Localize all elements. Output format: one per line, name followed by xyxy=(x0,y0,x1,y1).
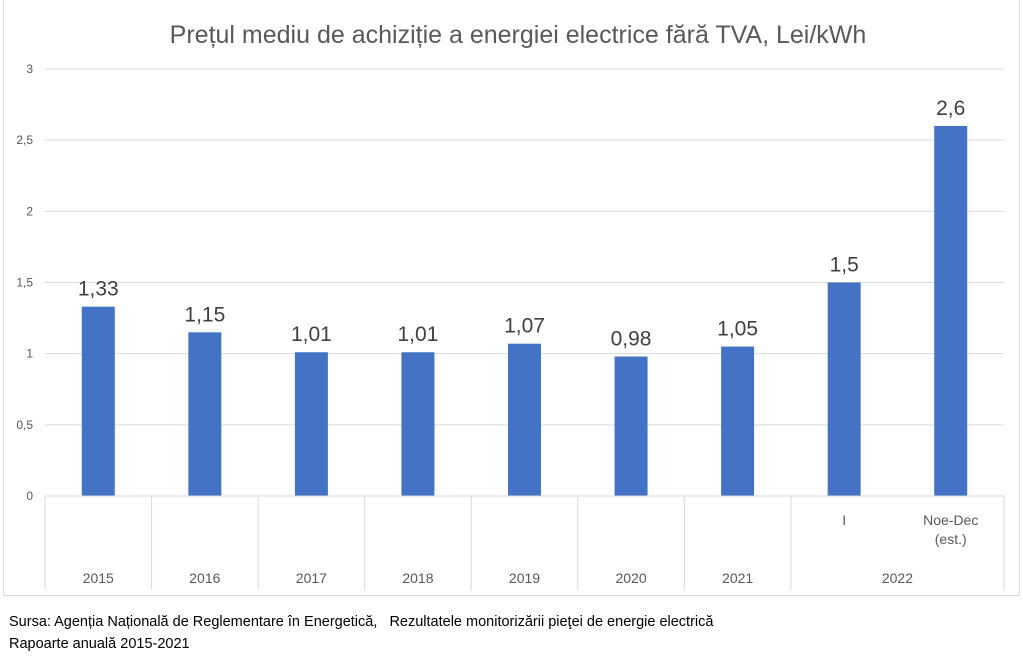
data-label: 1,05 xyxy=(717,318,758,341)
bar xyxy=(294,352,328,496)
y-tick-label: 1 xyxy=(26,347,33,361)
bar xyxy=(721,346,755,496)
bar xyxy=(188,332,222,496)
data-label: 1,33 xyxy=(78,278,119,301)
x-category-label: 2020 xyxy=(615,570,646,586)
bar xyxy=(827,282,861,496)
y-tick-label: 2 xyxy=(26,204,33,218)
bar xyxy=(614,356,648,496)
data-label: 1,07 xyxy=(504,315,545,338)
source-note: Sursa: Agenția Națională de Reglementare… xyxy=(9,614,714,630)
x-category-label: 2019 xyxy=(509,570,540,586)
y-tick-label: 0 xyxy=(26,489,33,503)
y-tick-label: 2,5 xyxy=(16,133,33,147)
chart-title: Prețul mediu de achiziție a energiei ele… xyxy=(170,21,867,49)
data-label: 1,15 xyxy=(184,303,225,326)
y-tick-label: 1,5 xyxy=(16,276,33,290)
data-label: 1,01 xyxy=(398,323,439,346)
bar xyxy=(401,352,435,496)
y-tick-label: 0,5 xyxy=(16,418,33,432)
y-tick-label: 3 xyxy=(26,62,33,76)
source-note-years: Rapoarte anuală 2015-2021 xyxy=(9,636,190,652)
x-category-label: 2018 xyxy=(402,570,433,586)
bars xyxy=(81,125,968,496)
bar-chart: Prețul mediu de achiziție a energiei ele… xyxy=(16,21,1005,590)
x-subcategory-label: Noe-Dec xyxy=(923,512,978,528)
x-category-label: 2022 xyxy=(882,570,913,586)
data-label: 0,98 xyxy=(611,328,652,351)
bar xyxy=(508,343,541,496)
data-label: 1,5 xyxy=(830,254,859,277)
data-label: 2,6 xyxy=(936,97,965,120)
data-labels: 1,33 1,15 1,01 1,01 1,07 0,98 1,05 1,5 2,6 xyxy=(78,97,965,351)
x-axis: 2015 2016 2017 2018 2019 2020 2021 I Noe-Dec (est… xyxy=(44,495,1005,590)
x-subcategory-label: (est.) xyxy=(935,531,967,547)
x-subcategory-label: I xyxy=(842,512,846,528)
x-category-label: 2017 xyxy=(296,570,327,586)
x-category-label: 2021 xyxy=(722,570,753,586)
x-category-label: 2016 xyxy=(189,570,220,586)
data-label: 1,01 xyxy=(291,323,332,346)
bar xyxy=(81,306,115,496)
y-axis: 0 0,5 1 1,5 2 2,5 3 xyxy=(16,62,33,503)
bar xyxy=(934,125,968,496)
x-category-label: 2015 xyxy=(83,570,114,586)
